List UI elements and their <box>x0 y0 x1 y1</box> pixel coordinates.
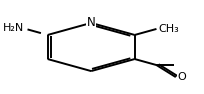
Text: O: O <box>178 72 186 82</box>
Text: H₂N: H₂N <box>3 24 25 33</box>
Text: CH₃: CH₃ <box>158 24 179 34</box>
Text: N: N <box>87 16 95 29</box>
